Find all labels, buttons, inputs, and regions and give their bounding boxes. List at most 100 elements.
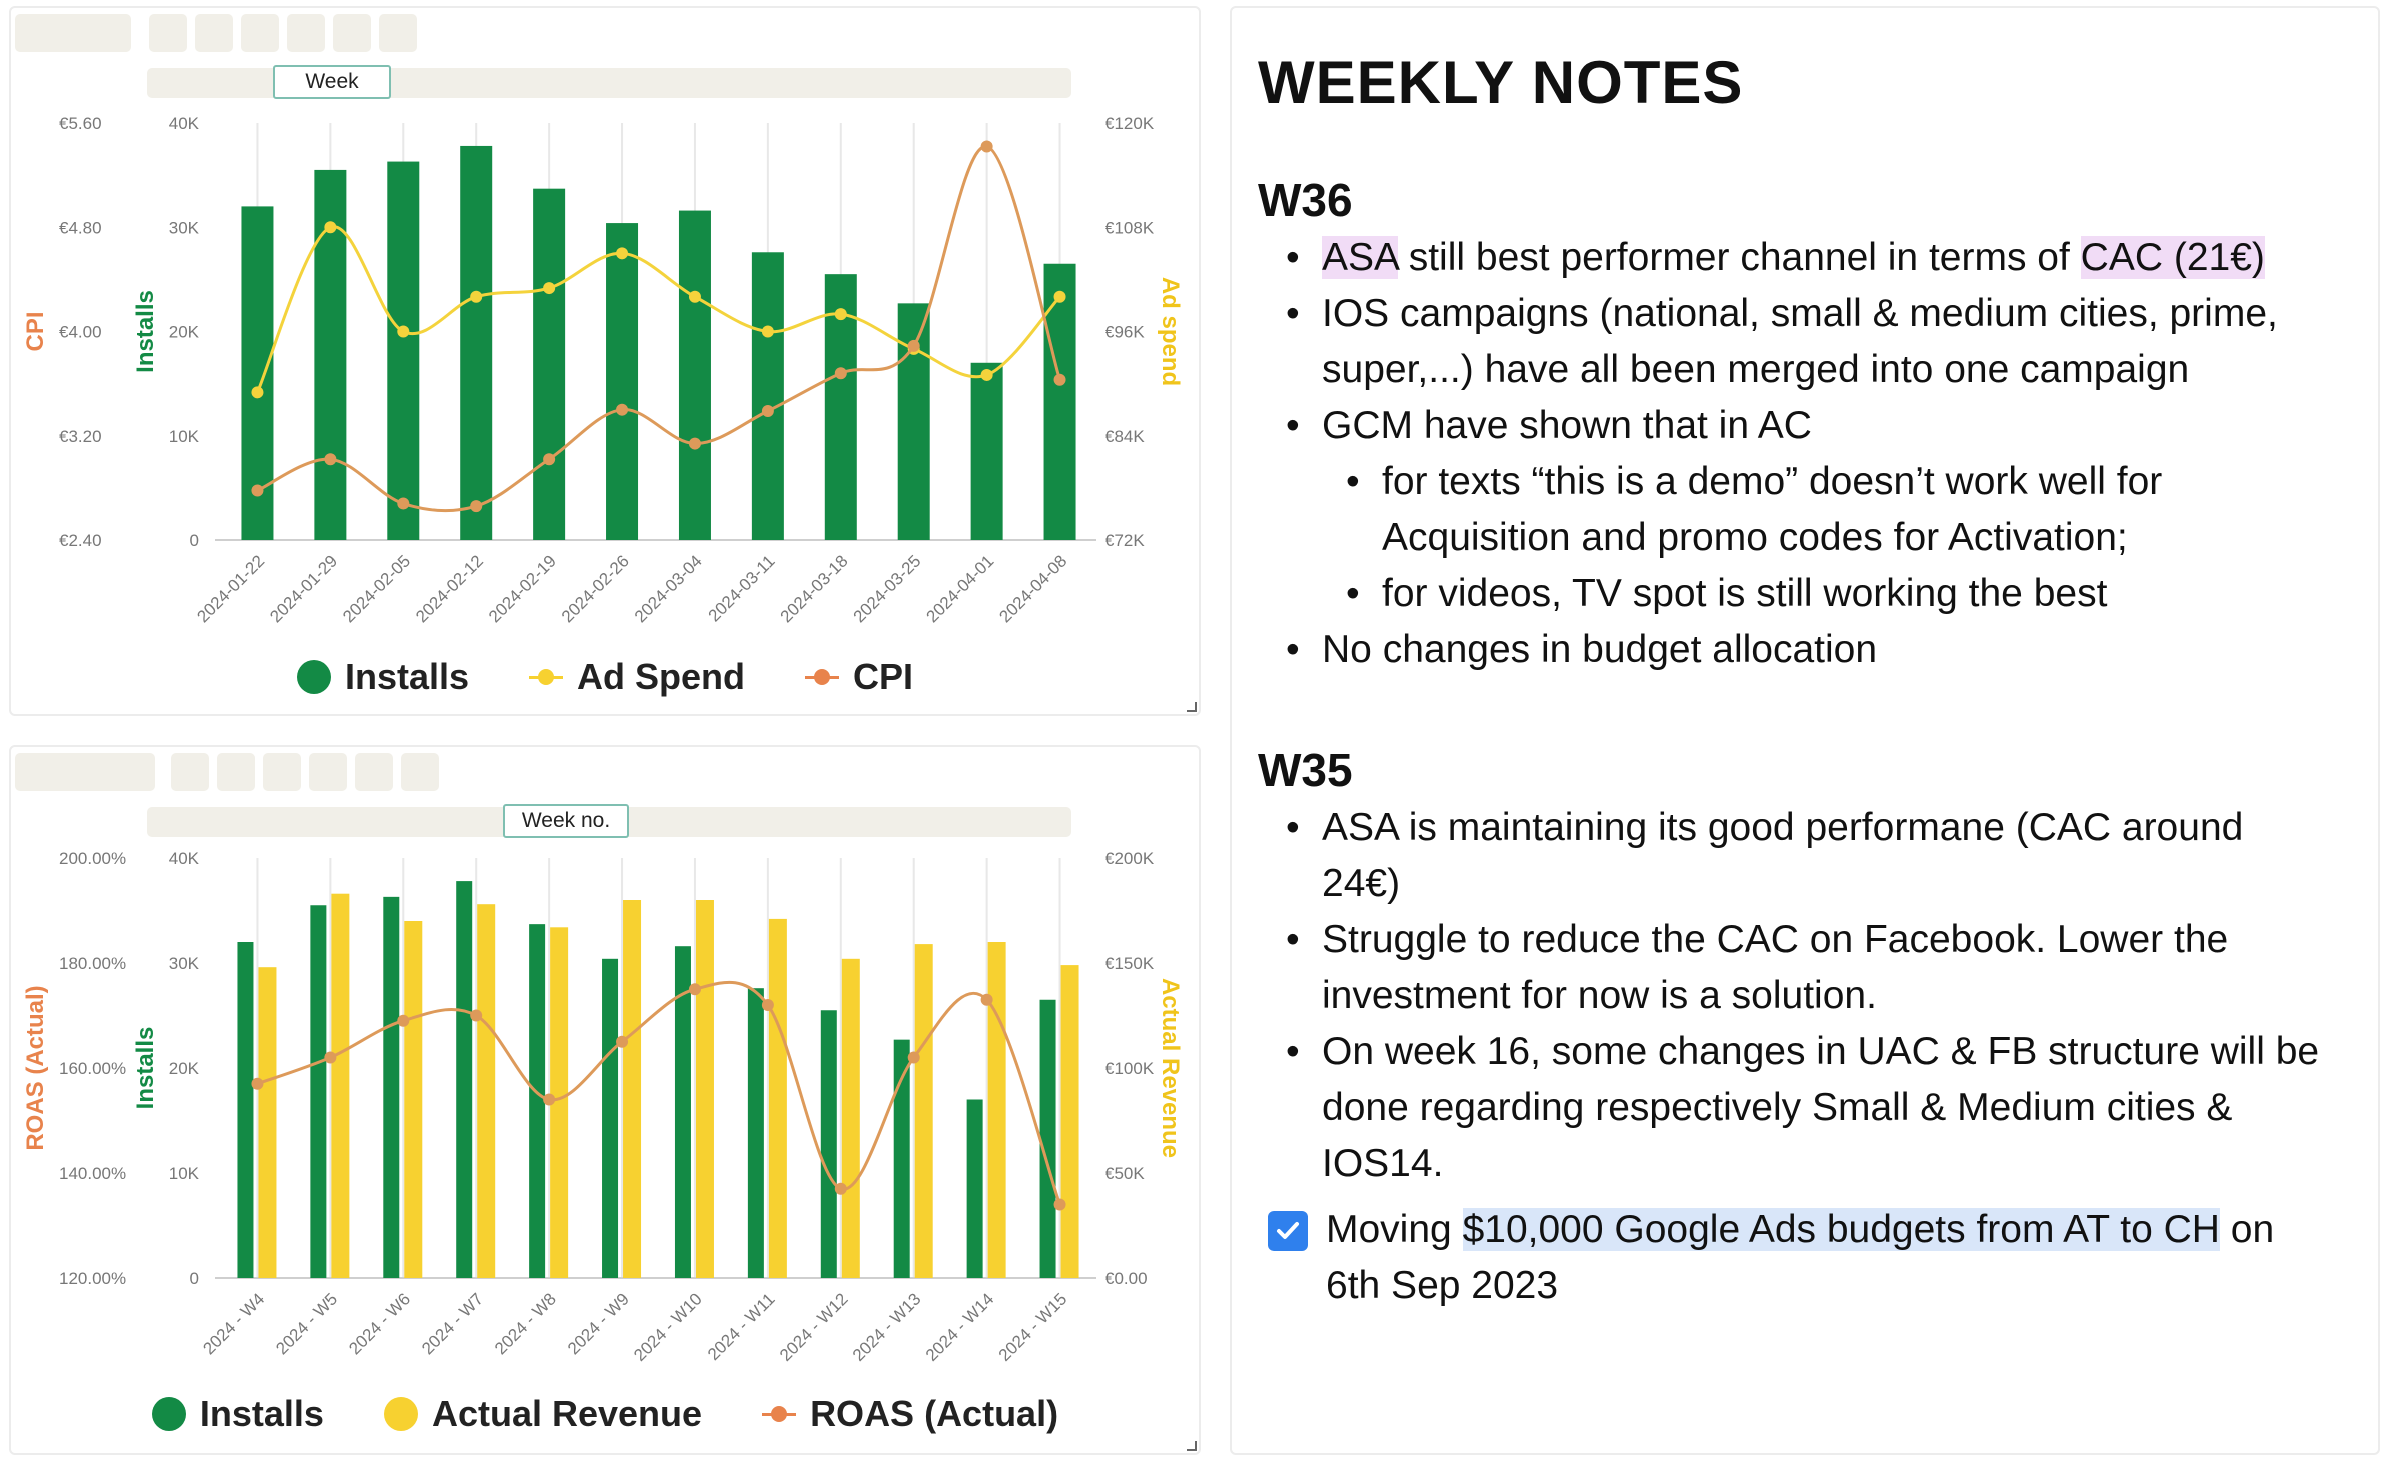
- revenue-bar: [331, 893, 350, 1278]
- note-text: still best performer channel in terms of: [1397, 236, 2081, 279]
- filter-placeholder[interactable]: [355, 753, 393, 791]
- todo-text[interactable]: Moving $10,000 Google Ads budgets from A…: [1326, 1202, 2274, 1258]
- right-axis-tick: €200K: [1105, 849, 1155, 868]
- x-tick-label: 2024-03-11: [705, 551, 779, 625]
- right-axis-tick: €108K: [1105, 218, 1155, 237]
- cpi-point: [907, 339, 920, 352]
- legend-cpi[interactable]: CPI: [805, 656, 913, 698]
- installs-bar: [1043, 263, 1076, 540]
- cpi-point: [616, 403, 629, 416]
- roas-point: [834, 1182, 847, 1195]
- list-item-continued: 24€): [1322, 862, 1401, 905]
- installs-axis-title: Installs: [132, 1027, 159, 1110]
- right-axis-tick: €0.00: [1105, 1269, 1148, 1288]
- filter-placeholder[interactable]: [241, 14, 279, 52]
- roas-point: [1053, 1198, 1066, 1211]
- list-item: • GCM have shown that in AC: [1286, 404, 1812, 447]
- sub-list-item: • for texts “this is a demo” doesn’t work…: [1346, 460, 2163, 503]
- note-text: IOS campaigns (national, small & medium …: [1322, 292, 2278, 335]
- adspend-point: [834, 308, 847, 321]
- revenue-bar: [987, 942, 1006, 1278]
- right-axis-tick: €100K: [1105, 1059, 1155, 1078]
- legend-installs[interactable]: Installs: [296, 656, 469, 698]
- x-tick-label: 2024 - W14: [922, 1289, 998, 1365]
- list-item-continued: done regarding respectively Small & Medi…: [1322, 1086, 2233, 1129]
- chart-1-svg: €2.40 0 €72K €3.20 10K €84K €4.00 20K €96K €4.80 3…: [22, 114, 1184, 626]
- installs-bar: [606, 223, 639, 540]
- revenue-bar: [841, 958, 860, 1278]
- legend-label: Actual Revenue: [431, 1393, 703, 1434]
- installs-bar: [966, 1099, 983, 1278]
- resize-handle-icon[interactable]: [1187, 1441, 1197, 1451]
- outer-axis-title: CPI: [22, 311, 49, 351]
- note-text: on: [2219, 1208, 2275, 1251]
- filter-placeholder[interactable]: [195, 14, 233, 52]
- installs-axis-tick: 10K: [169, 1164, 200, 1183]
- list-item-continued: IOS14.: [1322, 1142, 1444, 1185]
- x-tick-label: 2024 - W8: [491, 1289, 560, 1358]
- yellow-dot-icon: [383, 1397, 418, 1431]
- legend-installs[interactable]: Installs: [151, 1393, 324, 1435]
- right-axis-title: Ad spend: [1157, 277, 1184, 386]
- x-tick-label: 2024 - W6: [345, 1289, 414, 1358]
- x-tick-label: 2024-01-22: [193, 551, 268, 626]
- revenue-bar: [1060, 965, 1079, 1278]
- right-axis-tick: €120K: [1105, 114, 1155, 133]
- outer-axis-tick: €5.60: [59, 114, 102, 133]
- week-number-button[interactable]: Week no.: [503, 804, 629, 838]
- filter-placeholder[interactable]: [309, 753, 347, 791]
- outer-axis-tick: 160.00%: [59, 1059, 126, 1078]
- x-tick-label: 2024 - W13: [849, 1289, 925, 1365]
- x-tick-label: 2024-03-25: [850, 551, 925, 626]
- revenue-bar: [550, 927, 569, 1278]
- x-tick-label: 2024-04-08: [995, 551, 1070, 626]
- roas-point: [397, 1014, 410, 1027]
- filter-placeholder[interactable]: [15, 14, 131, 52]
- filter-placeholder[interactable]: [171, 753, 209, 791]
- cpi-line: [256, 144, 1061, 513]
- filter-placeholder[interactable]: [263, 753, 301, 791]
- installs-axis-tick: 20K: [169, 1059, 200, 1078]
- cpi-point: [688, 437, 701, 450]
- cpi-point: [470, 500, 483, 513]
- checkmark-icon: [1277, 1222, 1299, 1239]
- yellow-line-dot-icon: [529, 668, 564, 686]
- right-axis-title: Actual Revenue: [1157, 978, 1184, 1158]
- x-tick-label: 2024-02-26: [558, 551, 633, 626]
- resize-handle-icon[interactable]: [1187, 702, 1197, 712]
- adspend-point: [543, 282, 556, 295]
- adspend-point: [1053, 290, 1066, 303]
- installs-adspend-cpi-chart-panel: Week €2.40 0 €72K €3.20 10K €84K €4.00 20K €96K €…: [9, 6, 1201, 716]
- todo-checkbox[interactable]: [1268, 1211, 1308, 1251]
- adspend-point: [324, 221, 337, 234]
- legend-adspend[interactable]: Ad Spend: [529, 656, 745, 698]
- legend-roas[interactable]: ROAS (Actual): [762, 1393, 1058, 1435]
- filter-placeholder[interactable]: [149, 14, 187, 52]
- outer-axis-tick: €2.40: [59, 531, 102, 550]
- sub-list-item: • for videos, TV spot is still working th…: [1346, 572, 2108, 615]
- adspend-point: [397, 325, 410, 338]
- legend-revenue[interactable]: Actual Revenue: [383, 1393, 703, 1435]
- roas-point: [324, 1051, 337, 1064]
- installs-bar: [893, 1039, 910, 1278]
- list-item: • Struggle to reduce the CAC on Facebook.…: [1286, 918, 2229, 961]
- highlight-cac: CAC (21€): [2080, 236, 2265, 279]
- installs-bar: [820, 1010, 837, 1278]
- note-text: for videos, TV spot is still working the…: [1382, 572, 2108, 615]
- filter-placeholder[interactable]: [287, 14, 325, 52]
- revenue-bar: [623, 900, 642, 1278]
- outer-axis-tick: 200.00%: [59, 849, 126, 868]
- note-text: for texts “this is a demo” doesn’t work …: [1382, 460, 2163, 503]
- revenue-bar: [404, 921, 423, 1278]
- filter-placeholder[interactable]: [217, 753, 255, 791]
- installs-bar: [678, 210, 711, 540]
- green-dot-icon: [296, 660, 331, 694]
- installs-axis-title: Installs: [132, 290, 159, 373]
- filter-placeholder[interactable]: [15, 753, 155, 791]
- filter-placeholder[interactable]: [379, 14, 417, 52]
- x-tick-label: 2024-02-05: [339, 551, 414, 626]
- x-tick-label: 2024 - W12: [776, 1289, 852, 1365]
- filter-placeholder[interactable]: [333, 14, 371, 52]
- week-granularity-button[interactable]: Week: [273, 65, 391, 99]
- filter-placeholder[interactable]: [401, 753, 439, 791]
